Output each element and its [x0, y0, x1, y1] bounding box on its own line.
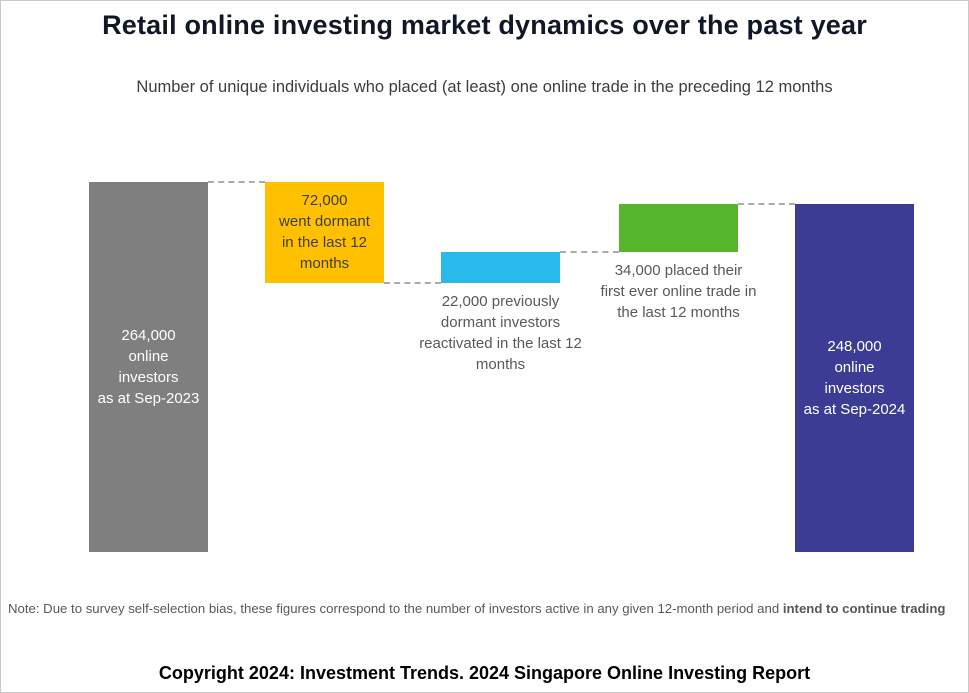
bar-label-end-sep-2024: 248,000: [827, 338, 882, 356]
page-title: Retail online investing market dynamics …: [102, 10, 867, 40]
bar-label-line: dormant investors: [440, 313, 561, 331]
waterfall-chart: 264,000 online investors as at Sep-2023 72,0…: [1, 141, 968, 611]
bar-label-went-dormant: 72,000: [301, 192, 348, 210]
connector-dashed-line: [738, 203, 795, 206]
bar-label-end-sep-2024: investors: [824, 380, 885, 398]
bar-label-line: reactivated in the last 12: [419, 334, 582, 352]
bar-label-went-dormant: months: [299, 255, 350, 273]
bar-label-went-dormant: went dormant: [279, 213, 370, 231]
connector-dashed-line: [208, 181, 265, 183]
bar-label-line: first ever online trade in: [600, 283, 757, 301]
bar-label-start-sep-2023: online: [128, 348, 169, 365]
connector-dashed-line: [384, 281, 441, 284]
bar-label-start-sep-2023: investors: [118, 369, 179, 386]
bar-first-ever-trade: [619, 204, 738, 253]
bar-label-line: 34,000 placed their: [614, 262, 743, 280]
bar-label-first-ever-trade: 34,000 placed their first ever online tra…: [574, 260, 784, 323]
bar-label-start-sep-2023: 264,000: [121, 327, 176, 344]
bar-reactivated: [441, 252, 560, 283]
bar-label-start-sep-2023: as at Sep-2023: [97, 390, 200, 407]
bar-label-went-dormant: in the last 12: [281, 234, 368, 252]
bar-label-reactivated: 22,000 previously dormant investors reacti…: [396, 291, 606, 375]
copyright-line: Copyright 2024: Investment Trends. 2024 …: [158, 663, 811, 683]
chart-subtitle: Number of unique individuals who placed …: [136, 78, 833, 96]
bar-label-line: the last 12 months: [617, 304, 740, 322]
bar-label-line: 22,000 previously: [441, 292, 560, 310]
bar-start-sep-2023: 264,000 online investors as at Sep-2023: [89, 182, 208, 552]
bar-went-dormant: 72,000 went dormant in the last 12 months: [265, 182, 384, 283]
bar-label-end-sep-2024: online: [834, 359, 875, 377]
connector-dashed-line: [560, 251, 619, 254]
bar-label-line: months: [475, 355, 526, 373]
footnote: Note: Due to survey self-selection bias,…: [8, 601, 964, 616]
bar-label-end-sep-2024: as at Sep-2024: [803, 401, 906, 419]
footnote-bold-text: intend to continue trading: [782, 601, 946, 616]
footnote-text: Note: Due to survey self-selection bias,…: [8, 601, 783, 616]
bar-end-sep-2024: 248,000 online investors as at Sep-2024: [795, 204, 914, 552]
